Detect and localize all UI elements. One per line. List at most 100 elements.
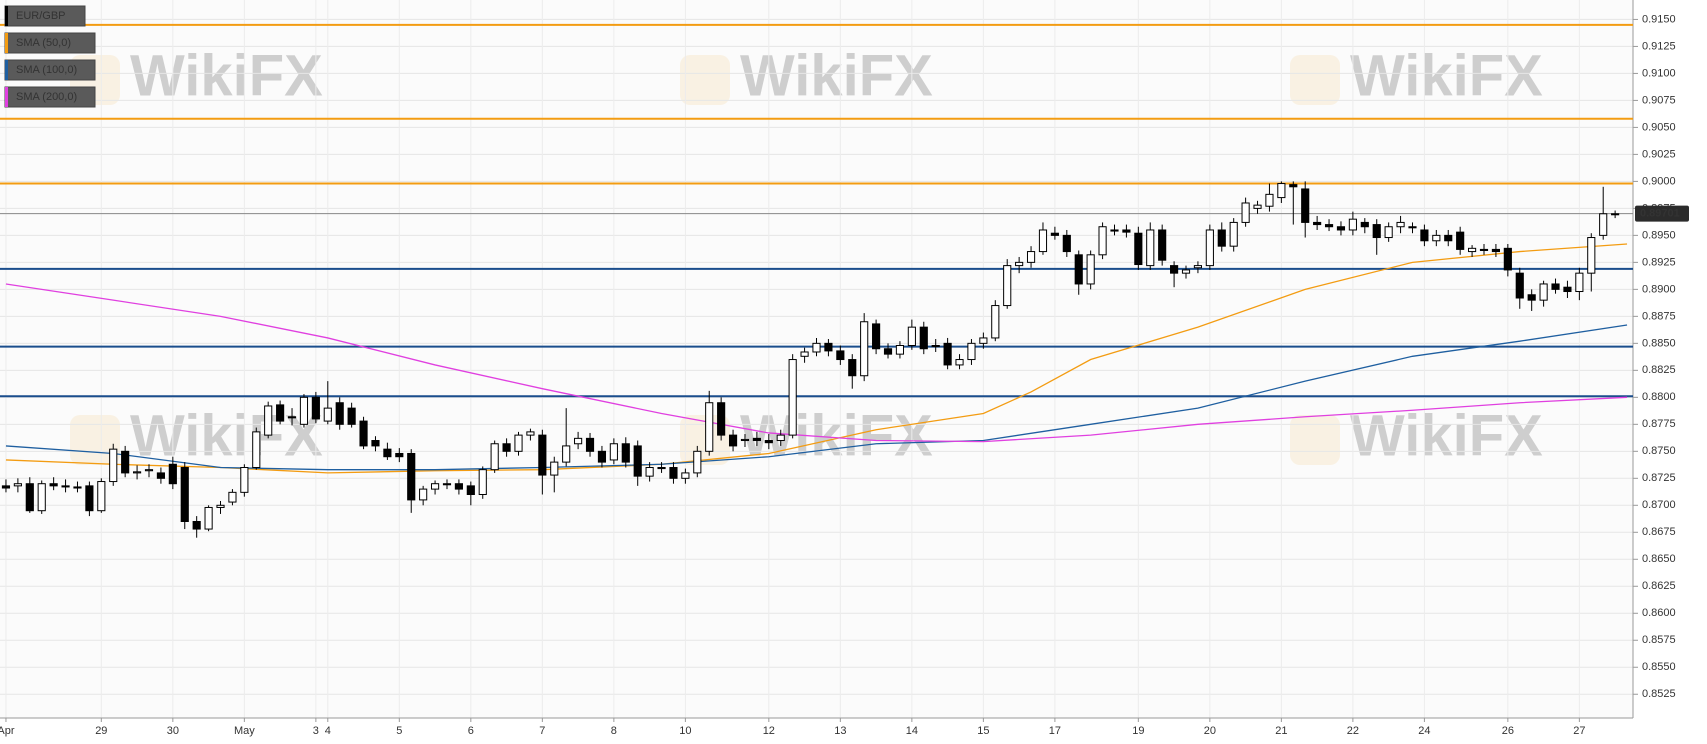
x-tick-label: 5 xyxy=(396,725,402,737)
y-tick-label: 0.8700 xyxy=(1642,499,1676,511)
candle-body xyxy=(919,326,928,350)
y-tick-label: 0.8575 xyxy=(1642,634,1676,646)
x-tick-label: 10 xyxy=(679,725,691,737)
candle-body xyxy=(49,483,58,487)
candle-body xyxy=(1587,237,1596,274)
candle-body xyxy=(1515,272,1524,299)
candle-body xyxy=(1313,221,1322,226)
candle-body xyxy=(621,443,630,463)
candle-body xyxy=(299,396,309,425)
candle-body xyxy=(1170,265,1179,274)
candle-body xyxy=(168,463,177,485)
y-tick-label: 0.9100 xyxy=(1642,67,1676,79)
candle-body xyxy=(669,467,678,479)
candle-body xyxy=(657,467,666,470)
candle-body xyxy=(740,438,750,442)
candle-body xyxy=(383,448,392,458)
candle-body xyxy=(204,506,213,530)
candle-body xyxy=(1003,265,1012,307)
x-tick-label: May xyxy=(234,725,255,737)
candle-body xyxy=(395,452,404,458)
x-tick-label: 12 xyxy=(763,725,775,737)
candle-body xyxy=(1563,286,1572,293)
candle-body xyxy=(1217,229,1226,247)
x-tick-label: 14 xyxy=(906,725,918,737)
y-tick-label: 0.8625 xyxy=(1642,580,1676,592)
watermark: WikiFX xyxy=(130,403,323,468)
candle-body xyxy=(1265,193,1274,207)
y-tick-label: 0.8950 xyxy=(1642,229,1676,241)
candle-body xyxy=(1456,231,1465,250)
candle-body xyxy=(216,504,225,508)
x-tick-label: 17 xyxy=(1049,725,1061,737)
candle-body xyxy=(1181,269,1191,274)
candle-body xyxy=(419,488,428,501)
candle-body xyxy=(752,437,761,442)
legend-swatch xyxy=(5,60,8,80)
candle-body xyxy=(1444,234,1453,242)
candle-body xyxy=(776,434,785,442)
candle-body xyxy=(430,483,440,490)
sma-line xyxy=(5,283,1628,443)
candle-body xyxy=(907,326,916,347)
y-tick-label: 0.8600 xyxy=(1642,607,1676,619)
candle-body xyxy=(705,402,714,452)
x-tick-label: 21 xyxy=(1275,725,1287,737)
candle-body xyxy=(1193,265,1203,269)
candle-body xyxy=(1098,226,1107,256)
candle-body xyxy=(144,469,154,472)
candle-body xyxy=(502,443,511,452)
candle-body xyxy=(1336,226,1346,231)
candle-body xyxy=(311,396,320,420)
candle-body xyxy=(264,405,273,436)
candle-body xyxy=(192,520,201,530)
candle-body xyxy=(931,345,940,348)
candle-body xyxy=(1122,229,1131,233)
candle-body xyxy=(514,434,523,452)
x-tick-label: 22 xyxy=(1347,725,1359,737)
candle-body xyxy=(1,485,11,489)
candle-body xyxy=(347,407,356,425)
candle-body xyxy=(764,440,773,444)
candle-body xyxy=(1050,232,1059,236)
x-tick-label: 3 xyxy=(313,725,319,737)
candle-body xyxy=(1301,188,1310,223)
x-tick-label: 26 xyxy=(1502,725,1514,737)
x-tick-label: 24 xyxy=(1418,725,1430,737)
y-tick-label: 0.9000 xyxy=(1642,175,1676,187)
y-tick-label: 0.8650 xyxy=(1642,553,1676,565)
x-tick-label: 19 xyxy=(1132,725,1144,737)
candle-body xyxy=(1575,272,1584,293)
candle-body xyxy=(1432,234,1441,242)
y-tick-label: 0.8525 xyxy=(1642,688,1676,700)
candle-body xyxy=(61,485,70,488)
candle-body xyxy=(728,434,738,447)
candle-body xyxy=(228,491,237,503)
candle-body xyxy=(1503,247,1512,271)
candle-body xyxy=(860,321,869,377)
x-tick-label: 30 xyxy=(167,725,179,737)
candle-body xyxy=(252,431,261,469)
candle-body xyxy=(1348,218,1357,231)
candle-body xyxy=(872,323,881,350)
candle-body xyxy=(1134,232,1143,266)
candle-body xyxy=(1599,213,1608,236)
watermark: WikiFX xyxy=(740,403,933,468)
sma-line xyxy=(5,324,1628,471)
y-tick-label: 0.8925 xyxy=(1642,256,1676,268)
candle-body xyxy=(717,402,726,436)
candle-body xyxy=(442,483,452,486)
candle-body xyxy=(979,337,988,344)
candle-body xyxy=(1277,183,1286,199)
y-tick-label: 0.9050 xyxy=(1642,121,1676,133)
candle-body xyxy=(371,440,380,447)
candle-body xyxy=(1611,213,1620,216)
watermark-logo xyxy=(1290,55,1340,105)
y-tick-label: 0.9150 xyxy=(1642,13,1676,25)
candle-body xyxy=(407,452,416,501)
candle-body xyxy=(585,437,595,452)
candle-body xyxy=(1539,283,1548,301)
x-tick-label: Apr xyxy=(0,725,15,737)
candle-body xyxy=(1229,221,1238,247)
